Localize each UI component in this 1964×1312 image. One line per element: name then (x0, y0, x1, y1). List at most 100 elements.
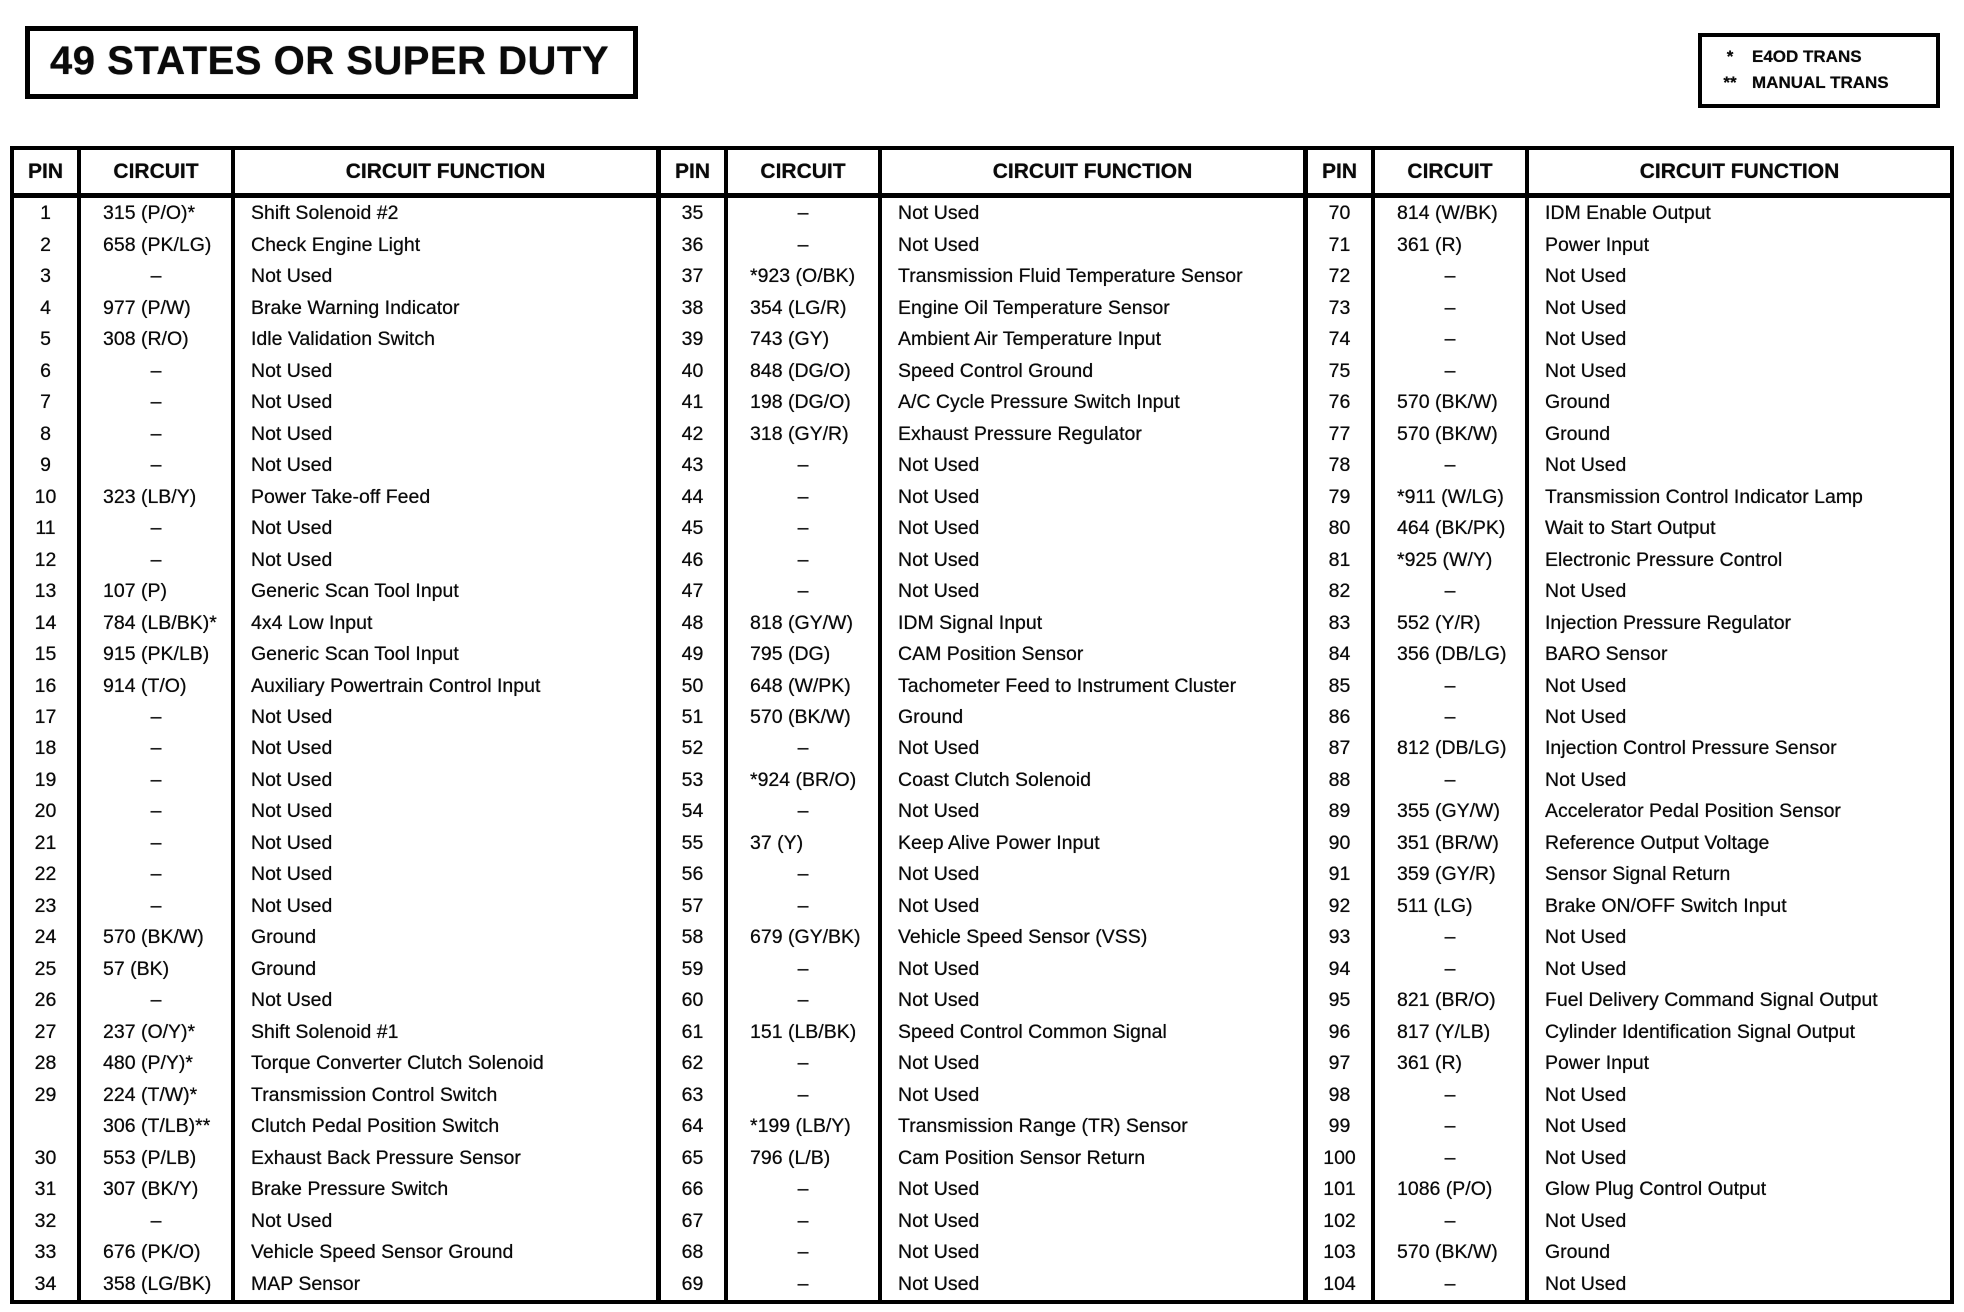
circuit-cell: 361 (R) (1375, 229, 1529, 261)
pinout-section-2: PIN CIRCUIT CIRCUIT FUNCTION 35– Not Used 36–… (656, 150, 1303, 1300)
table-row: 27 237 (O/Y)* Shift Solenoid #1 (14, 1016, 656, 1049)
circuit-cell: – (1375, 922, 1529, 954)
function-cell: Shift Solenoid #1 (251, 1020, 399, 1043)
pin-cell: 8 (14, 418, 81, 450)
table-row: 19– Not Used (14, 764, 656, 797)
pin-cell: 73 (1308, 292, 1375, 324)
page-title-text: 49 STATES OR SUPER DUTY (50, 39, 609, 83)
circuit-cell: – (81, 544, 235, 576)
function-cell: Cam Position Sensor Return (898, 1146, 1146, 1169)
pin-cell: 16 (14, 670, 81, 702)
function-cell: Speed Control Ground (898, 359, 1094, 382)
table-row: 1 315 (P/O)* Shift Solenoid #2 (14, 198, 656, 230)
pin-cell: 1 (14, 198, 81, 230)
table-row: 84 356 (DB/LG) BARO Sensor (1308, 638, 1950, 671)
table-row: 4 977 (P/W) Brake Warning Indicator (14, 292, 656, 324)
function-cell: BARO Sensor (1545, 643, 1668, 666)
pin-cell: 7 (14, 386, 81, 419)
function-cell: Clutch Pedal Position Switch (251, 1115, 500, 1138)
pin-cell: 27 (14, 1016, 81, 1049)
pin-cell: 66 (661, 1174, 728, 1206)
pin-cell: 37 (661, 260, 728, 293)
pin-cell: 93 (1308, 922, 1375, 954)
function-cell: Not Used (251, 422, 333, 445)
circuit-cell: 358 (LG/BK) (81, 1268, 235, 1300)
pin-cell: 74 (1308, 323, 1375, 356)
circuit-cell: 511 (LG) (1375, 890, 1529, 923)
pin-cell: 4 (14, 292, 81, 324)
function-cell: Ground (251, 957, 317, 980)
table-row: 25 57 (BK) Ground (14, 953, 656, 986)
pin-cell: 17 (14, 701, 81, 734)
pinout-section-3: PIN CIRCUIT CIRCUIT FUNCTION 70 814 (W/BK) ID… (1303, 150, 1950, 1300)
function-cell: Not Used (251, 454, 333, 477)
legend-symbol: * (1726, 47, 1734, 66)
circuit-cell: – (1375, 292, 1529, 324)
pin-cell: 21 (14, 827, 81, 860)
circuit-cell: 356 (DB/LG) (1375, 638, 1529, 671)
pin-cell: 19 (14, 764, 81, 797)
circuit-cell: – (81, 796, 235, 828)
table-row: 82– Not Used (1308, 575, 1950, 608)
table-row: 69– Not Used (661, 1268, 1303, 1300)
pin-cell: 82 (1308, 575, 1375, 608)
pin-cell: 35 (661, 198, 728, 230)
function-cell: Keep Alive Power Input (898, 831, 1100, 854)
function-cell: Idle Validation Switch (251, 328, 435, 351)
table-row: 41 198 (DG/O) A/C Cycle Pressure Switch In… (661, 386, 1303, 419)
pin-cell: 79 (1308, 481, 1375, 513)
table-row: 15 915 (PK/LB) Generic Scan Tool Input (14, 638, 656, 671)
table-row: 79 *911 (W/LG) Transmission Control Indica… (1308, 481, 1950, 513)
function-cell: Cylinder Identification Signal Output (1545, 1020, 1856, 1043)
circuit-cell: – (1375, 449, 1529, 482)
table-row: 102– Not Used (1308, 1205, 1950, 1237)
function-cell: Power Input (1545, 233, 1650, 256)
pin-cell: 38 (661, 292, 728, 324)
pin-cell: 29 (14, 1079, 81, 1112)
function-cell: Check Engine Light (251, 233, 421, 256)
circuit-cell: 351 (BR/W) (1375, 827, 1529, 860)
pin-cell: 81 (1308, 544, 1375, 576)
circuit-cell: 237 (O/Y)* (81, 1016, 235, 1049)
circuit-cell: 914 (T/O) (81, 670, 235, 702)
function-cell: Ground (898, 705, 964, 728)
table-row: 35– Not Used (661, 198, 1303, 230)
table-row: 85– Not Used (1308, 670, 1950, 702)
function-cell: Not Used (1545, 265, 1627, 288)
pin-cell: 86 (1308, 701, 1375, 734)
section-rows: 35– Not Used 36– Not Used 37 *923 (O/BK) Trans… (661, 198, 1303, 1300)
function-cell: Not Used (251, 989, 333, 1012)
circuit-cell: *925 (W/Y) (1375, 544, 1529, 576)
pin-cell: 24 (14, 922, 81, 954)
table-row: 61 151 (LB/BK) Speed Control Common Signal (661, 1016, 1303, 1049)
table-row: 99– Not Used (1308, 1111, 1950, 1143)
circuit-cell: 812 (DB/LG) (1375, 733, 1529, 765)
pin-cell: 33 (14, 1236, 81, 1269)
table-row: 43– Not Used (661, 449, 1303, 482)
circuit-cell: 915 (PK/LB) (81, 638, 235, 671)
column-header-pin: PIN (661, 150, 728, 193)
pin-cell: 22 (14, 859, 81, 891)
table-row: 6– Not Used (14, 355, 656, 387)
function-cell: Generic Scan Tool Input (251, 643, 459, 666)
circuit-cell: 658 (PK/LG) (81, 229, 235, 261)
function-cell: Not Used (898, 1209, 980, 1232)
table-row: 51 570 (BK/W) Ground (661, 701, 1303, 734)
circuit-cell: – (1375, 323, 1529, 356)
pin-cell: 100 (1308, 1142, 1375, 1175)
function-cell: Power Take-off Feed (251, 485, 431, 508)
pin-cell: 75 (1308, 355, 1375, 387)
function-cell: Coast Clutch Solenoid (898, 768, 1091, 791)
circuit-cell: *923 (O/BK) (728, 260, 882, 293)
table-row: 58 679 (GY/BK) Vehicle Speed Sensor (VSS) (661, 922, 1303, 954)
circuit-cell: 37 (Y) (728, 827, 882, 860)
circuit-cell: 224 (T/W)* (81, 1079, 235, 1112)
legend-item-manual: ** MANUAL TRANS (1708, 70, 1928, 96)
circuit-cell: – (728, 1079, 882, 1112)
table-row: 11– Not Used (14, 512, 656, 545)
pin-cell: 5 (14, 323, 81, 356)
pin-cell: 42 (661, 418, 728, 450)
circuit-cell: – (728, 544, 882, 576)
circuit-cell: 553 (P/LB) (81, 1142, 235, 1175)
pin-cell: 40 (661, 355, 728, 387)
